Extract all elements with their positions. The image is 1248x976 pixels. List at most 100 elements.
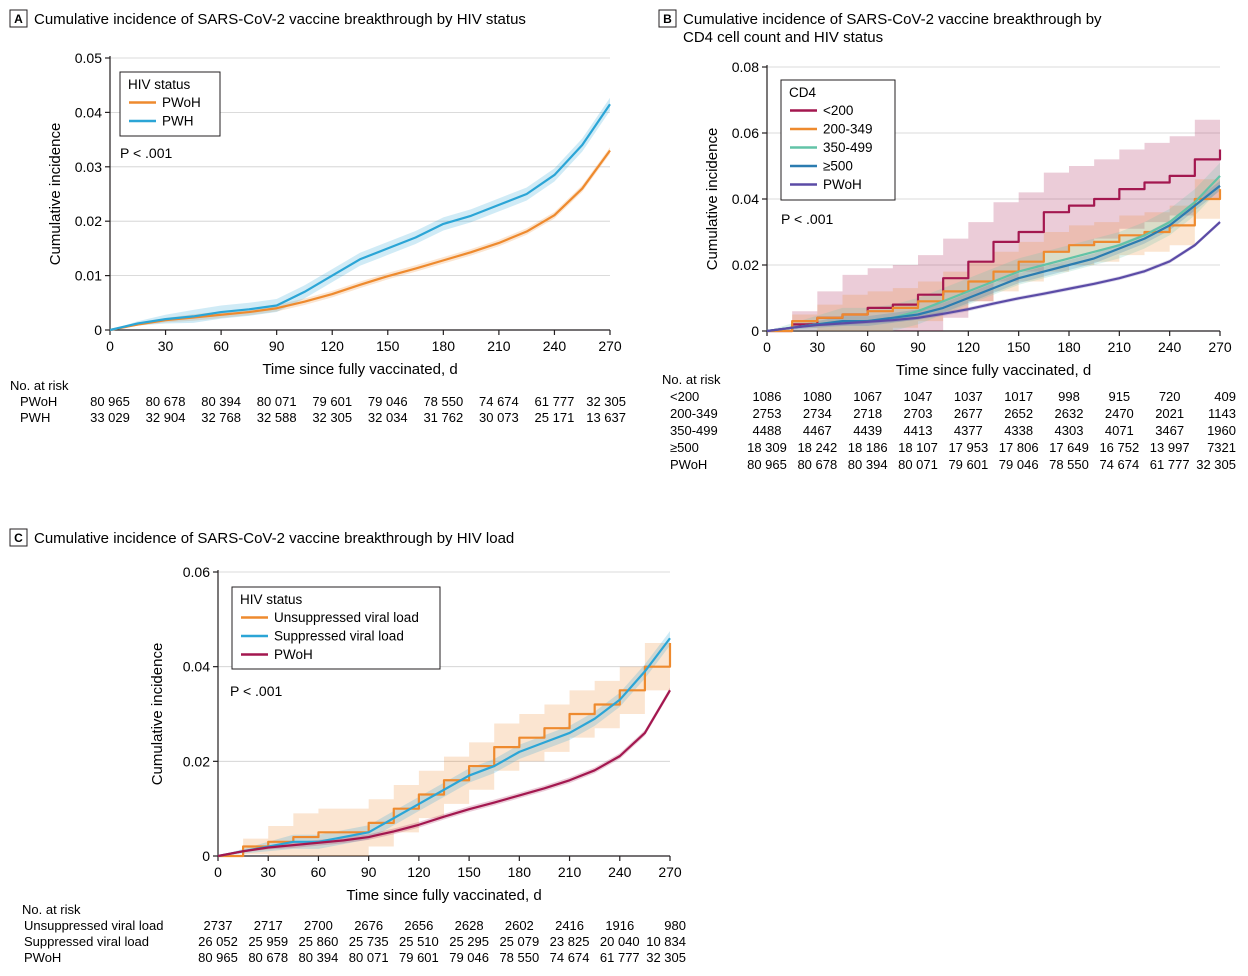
risk-value: 79 601 (948, 457, 988, 472)
series-line-pwoh (109, 149, 611, 332)
risk-value: 1017 (1004, 389, 1033, 404)
curves (217, 619, 672, 858)
risk-value: 18 309 (747, 440, 787, 455)
risk-value: 2703 (904, 406, 933, 421)
risk-value: 74 674 (550, 950, 590, 965)
risk-value: 80 678 (797, 457, 837, 472)
risk-value: 20 040 (600, 934, 640, 949)
series-line-200-349 (767, 189, 1222, 333)
y-tick-label: 0.04 (75, 104, 102, 120)
risk-value: 79 046 (368, 394, 408, 409)
x-tick-label: 240 (608, 864, 632, 880)
risk-value: 61 777 (535, 394, 575, 409)
risk-value: 33 029 (90, 410, 130, 425)
risk-row-label: PWoH (670, 457, 707, 472)
series-line-suppressed-viral-load (217, 637, 671, 858)
panel-title: Cumulative incidence of SARS-CoV-2 vacci… (34, 11, 526, 28)
risk-value: 80 965 (90, 394, 130, 409)
legend-entry: PWoH (823, 177, 862, 192)
risk-value: 30 073 (479, 410, 519, 425)
risk-value: 25 735 (349, 934, 389, 949)
risk-value: 78 550 (423, 394, 463, 409)
risk-value: 78 550 (1049, 457, 1089, 472)
risk-value: 32 034 (368, 410, 408, 425)
p-value: P < .001 (120, 145, 173, 161)
risk-value: 2632 (1055, 406, 1084, 421)
risk-value: 7321 (1207, 440, 1236, 455)
x-tick-label: 150 (1007, 339, 1031, 355)
curves (109, 97, 611, 332)
y-tick-label: 0.03 (75, 159, 102, 175)
risk-value: 79 046 (449, 950, 489, 965)
x-tick-label: 210 (558, 864, 582, 880)
legend-title: HIV status (128, 77, 191, 92)
x-tick-label: 240 (543, 338, 567, 354)
risk-value: 80 394 (299, 950, 339, 965)
risk-value: 2628 (455, 918, 484, 933)
y-tick-label: 0.05 (75, 50, 102, 66)
risk-value: 74 674 (1099, 457, 1139, 472)
legend-title: CD4 (789, 85, 816, 100)
risk-value: 2753 (753, 406, 782, 421)
risk-value: 1916 (605, 918, 634, 933)
risk-value: 2652 (1004, 406, 1033, 421)
panel-letter: B (663, 12, 672, 26)
risk-value: 1143 (1208, 406, 1236, 421)
x-tick-label: 60 (213, 338, 229, 354)
y-tick-label: 0.06 (183, 564, 210, 580)
x-tick-label: 150 (457, 864, 481, 880)
legend-entry: 200-349 (823, 122, 873, 137)
risk-row-label: Suppressed viral load (24, 934, 149, 949)
risk-value: 4413 (904, 423, 933, 438)
y-tick-label: 0 (202, 848, 210, 864)
risk-value: 1037 (954, 389, 983, 404)
risk-value: 998 (1058, 389, 1080, 404)
x-tick-label: 180 (432, 338, 456, 354)
legend-box (119, 71, 221, 137)
legend: HIV status Unsuppressed viral load Suppres… (231, 586, 441, 670)
risk-value: 17 953 (948, 440, 988, 455)
series-line-ge500 (766, 184, 1221, 333)
risk-value: 32 305 (312, 410, 352, 425)
y-tick-label: 0 (751, 323, 759, 339)
risk-value: 915 (1108, 389, 1130, 404)
x-tick-label: 270 (658, 864, 682, 880)
risk-value: 32 768 (201, 410, 241, 425)
x-tick-label: 240 (1158, 339, 1182, 355)
ci-band-lt200 (767, 109, 1220, 332)
legend: HIV status PWoH PWH (119, 71, 221, 137)
legend-entry: PWoH (162, 95, 201, 110)
risk-value: 18 186 (848, 440, 888, 455)
risk-value: 2602 (505, 918, 534, 933)
risk-table-header: No. at risk (10, 378, 69, 393)
risk-value: 18 107 (898, 440, 938, 455)
legend-entry: Unsuppressed viral load (274, 610, 419, 625)
x-tick-label: 60 (860, 339, 876, 355)
risk-value: 4071 (1105, 423, 1134, 438)
risk-value: 4303 (1055, 423, 1084, 438)
risk-value: 80 678 (248, 950, 288, 965)
risk-value: 2718 (853, 406, 882, 421)
risk-row-label: ≥500 (670, 440, 699, 455)
risk-value: 80 071 (898, 457, 938, 472)
risk-value: 31 762 (423, 410, 463, 425)
legend-entry: Suppressed viral load (274, 629, 404, 644)
panel-letter-box (658, 9, 677, 28)
y-axis-label: Cumulative incidence (704, 128, 721, 271)
risk-row-label: 200-349 (670, 406, 718, 421)
x-tick-label: 120 (957, 339, 981, 355)
panel-letter-box (9, 528, 28, 547)
risk-value: 23 825 (550, 934, 590, 949)
panel-title: Cumulative incidence of SARS-CoV-2 vacci… (34, 530, 514, 547)
x-tick-label: 0 (106, 338, 114, 354)
y-tick-label: 0.02 (75, 213, 102, 229)
risk-row-label: 350-499 (670, 423, 718, 438)
panel-b: B Cumulative incidence of SARS-CoV-2 vacc… (658, 9, 1236, 472)
risk-value: 61 777 (1150, 457, 1190, 472)
risk-value: 80 394 (201, 394, 241, 409)
x-tick-label: 180 (508, 864, 532, 880)
risk-value: 25 295 (449, 934, 489, 949)
x-tick-label: 30 (158, 338, 174, 354)
panel-letter: A (14, 12, 23, 26)
